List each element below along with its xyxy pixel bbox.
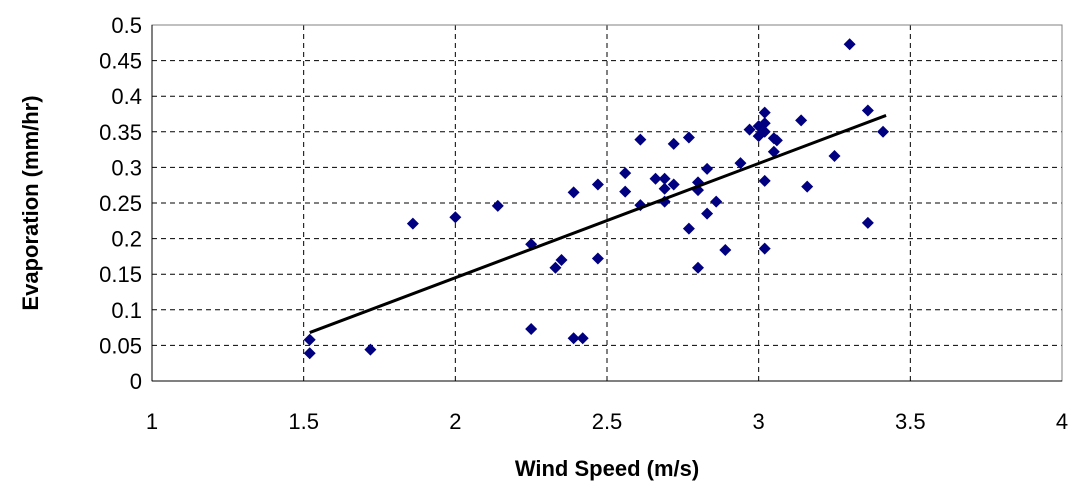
y-tick-label: 0.4 bbox=[111, 84, 142, 109]
y-tick-label: 0 bbox=[130, 369, 142, 394]
data-point bbox=[701, 162, 714, 175]
data-point bbox=[303, 333, 316, 346]
grid-lines bbox=[152, 25, 1062, 381]
y-tick-label: 0.15 bbox=[99, 262, 142, 287]
y-tick-labels: 0 0.05 0.1 0.15 0.2 0.25 0.3 0.35 0.4 0.45 0.5 bbox=[99, 13, 142, 394]
x-tick-label: 2 bbox=[449, 409, 461, 434]
data-point bbox=[710, 195, 723, 208]
data-point bbox=[649, 172, 662, 185]
y-tick-label: 0.3 bbox=[111, 155, 142, 180]
y-tick-label: 0.2 bbox=[111, 227, 142, 252]
data-point bbox=[743, 123, 756, 136]
y-tick-label: 0.5 bbox=[111, 13, 142, 38]
x-tick-labels: 1 1.5 2 2.5 3 3.5 4 bbox=[146, 409, 1068, 434]
data-point bbox=[861, 104, 874, 117]
data-point bbox=[861, 216, 874, 229]
data-point bbox=[591, 178, 604, 191]
x-axis-title: Wind Speed (m/s) bbox=[515, 456, 699, 481]
data-point bbox=[491, 199, 504, 212]
data-point bbox=[591, 252, 604, 265]
x-tick-label: 1 bbox=[146, 409, 158, 434]
data-point bbox=[658, 172, 671, 185]
data-point bbox=[767, 145, 780, 158]
data-point bbox=[701, 207, 714, 220]
y-tick-label: 0.1 bbox=[111, 298, 142, 323]
y-tick-label: 0.25 bbox=[99, 191, 142, 216]
y-axis-title: Evaporation (mm/hr) bbox=[18, 95, 43, 310]
data-point bbox=[658, 182, 671, 195]
data-point bbox=[758, 174, 771, 187]
trend-line bbox=[309, 114, 887, 334]
data-point bbox=[719, 243, 732, 256]
data-point bbox=[549, 261, 562, 274]
y-tick-label: 0.05 bbox=[99, 333, 142, 358]
data-point bbox=[667, 178, 680, 191]
data-point bbox=[682, 131, 695, 144]
data-points bbox=[303, 38, 890, 360]
data-point bbox=[828, 150, 841, 163]
data-point bbox=[758, 106, 771, 119]
x-tick-label: 3.5 bbox=[895, 409, 926, 434]
data-point bbox=[692, 261, 704, 274]
data-point bbox=[758, 117, 771, 130]
data-point bbox=[576, 332, 589, 345]
data-point bbox=[364, 343, 377, 356]
data-point bbox=[634, 133, 647, 146]
data-point bbox=[406, 217, 419, 230]
data-point bbox=[801, 180, 814, 193]
x-tick-label: 3 bbox=[753, 409, 765, 434]
data-point bbox=[770, 134, 783, 147]
data-point bbox=[449, 211, 462, 224]
data-point bbox=[877, 125, 890, 138]
x-tick-label: 4 bbox=[1056, 409, 1068, 434]
data-point bbox=[667, 137, 680, 150]
x-tick-label: 2.5 bbox=[592, 409, 623, 434]
data-point bbox=[525, 323, 538, 336]
data-point bbox=[758, 242, 771, 255]
y-tick-label: 0.45 bbox=[99, 49, 142, 74]
data-point bbox=[734, 157, 747, 170]
data-point bbox=[758, 125, 771, 138]
data-point bbox=[567, 332, 580, 345]
data-point bbox=[795, 114, 808, 127]
y-tick-label: 0.35 bbox=[99, 120, 142, 145]
x-tick-label: 1.5 bbox=[288, 409, 319, 434]
data-point bbox=[303, 347, 316, 360]
data-point bbox=[682, 222, 695, 235]
data-point bbox=[619, 185, 632, 198]
data-point bbox=[555, 253, 568, 266]
data-point bbox=[843, 38, 856, 51]
data-point bbox=[619, 167, 632, 180]
data-point bbox=[567, 186, 580, 199]
